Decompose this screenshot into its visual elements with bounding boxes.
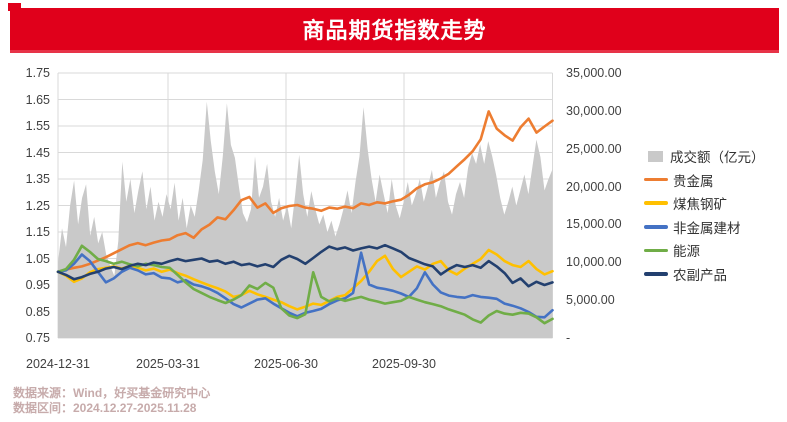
- legend-label: 贵金属: [673, 173, 714, 189]
- legend-item-energy: 能源: [644, 240, 700, 260]
- right-axis-tick-label: 25,000.00: [566, 141, 622, 156]
- legend-area-swatch: [648, 150, 663, 162]
- right-axis-tick-label: 20,000.00: [566, 179, 622, 194]
- red-accent-square: [8, 3, 21, 11]
- legend-item-precious-metals: 贵金属: [644, 170, 714, 190]
- title-banner: 商品期货指数走势: [10, 8, 779, 53]
- legend-line-swatch: [644, 272, 668, 276]
- series-line-precious-metals: [56, 110, 554, 274]
- legend-line-swatch: [644, 177, 668, 182]
- legend-label: 能源: [673, 244, 700, 260]
- right-axis-tick-label: 35,000.00: [566, 66, 622, 80]
- series-line-agri-products: [56, 243, 554, 288]
- legend-item-agri-products: 农副产品: [644, 264, 727, 284]
- left-axis-tick-label: 0.95: [25, 278, 50, 292]
- right-axis-tick-label: 15,000.00: [566, 217, 622, 232]
- x-axis-tick-label: 2025-06-30: [254, 357, 318, 371]
- legend-item-coal-steel: 煤焦钢矿: [644, 193, 727, 213]
- legend-label: 成交额（亿元）: [670, 150, 765, 165]
- legend-item-nonmetal-materials: 非金属建材: [644, 217, 741, 237]
- legend-label: 非金属建材: [673, 220, 741, 236]
- right-axis-tick-label: -: [566, 331, 571, 345]
- legend-line-swatch: [644, 225, 668, 229]
- left-axis-tick-label: 1.05: [25, 251, 50, 266]
- legend-label: 农副产品: [673, 268, 727, 283]
- left-axis-tick-label: 1.15: [25, 225, 50, 239]
- left-axis-tick-label: 0.85: [25, 304, 50, 319]
- left-axis-tick-label: 1.75: [25, 66, 50, 80]
- footer-data-source: 数据来源：Wind，好买基金研究中心: [13, 386, 211, 400]
- legend-label: 煤焦钢矿: [673, 197, 727, 213]
- x-axis-tick-label: 2025-03-31: [136, 357, 200, 371]
- x-axis-tick-label: 2025-09-30: [372, 357, 436, 371]
- chart-title: 商品期货指数走势: [302, 18, 487, 43]
- left-axis-tick-label: 1.35: [25, 172, 50, 186]
- right-axis-tick-label: 5,000.00: [566, 293, 615, 308]
- left-axis-tick-label: 1.25: [25, 198, 50, 213]
- x-axis-tick-label: 2024-12-31: [26, 357, 90, 371]
- right-axis-tick-label: 30,000.00: [566, 103, 622, 118]
- legend-line-swatch: [644, 248, 668, 253]
- volume-area-turnover: [58, 101, 553, 338]
- left-axis-tick-label: 1.65: [25, 92, 50, 107]
- legend-item-turnover: 成交额（亿元）: [644, 146, 765, 166]
- right-axis-tick-label: 10,000.00: [566, 255, 622, 270]
- footer-data-range: 数据区间：2024.12.27-2025.11.28: [13, 401, 197, 415]
- legend-line-swatch: [644, 201, 668, 205]
- left-axis-tick-label: 1.55: [25, 119, 50, 133]
- left-axis-tick-label: 1.45: [25, 145, 50, 160]
- left-axis-tick-label: 0.75: [25, 331, 50, 345]
